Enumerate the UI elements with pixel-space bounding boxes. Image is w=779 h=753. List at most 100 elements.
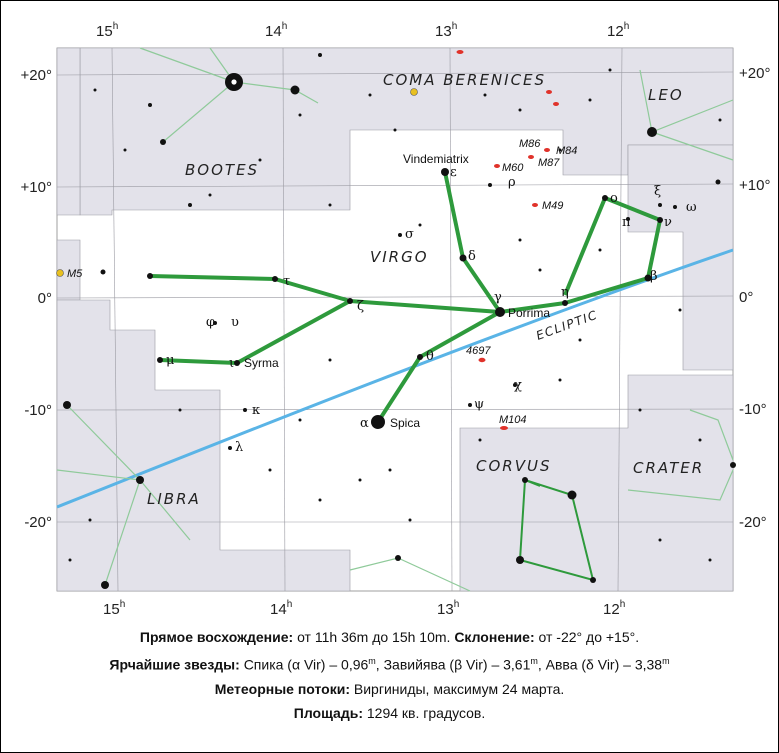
greek-upsilon: υ: [231, 315, 239, 330]
greek-letter-labels: ε δ γ ζ τ μ ι θ η β ν π ο ξ ω σ ρ φ υ κ …: [166, 165, 697, 455]
greek-psi: ψ: [474, 397, 484, 412]
info-panel: Прямое восхождение: от 11h 36m до 15h 10…: [0, 625, 779, 725]
greek-phi: φ: [206, 315, 215, 330]
greek-omicron: ο: [610, 191, 618, 206]
star-porrima: Porrima: [508, 306, 550, 320]
ra-label: 12h: [603, 599, 625, 618]
star-syrma: Syrma: [244, 356, 279, 370]
greek-iota: ι: [229, 356, 234, 371]
ra-label: 13h: [435, 21, 457, 40]
galaxy-marker: [553, 102, 559, 106]
constellation-virgo: VIRGO: [370, 248, 429, 266]
dso-m84: M84: [556, 145, 577, 157]
greek-mu: μ: [166, 353, 174, 368]
greek-zeta: ζ: [357, 299, 364, 314]
neighbor-regions: [56, 47, 734, 592]
neighbor-constellation-lines: [56, 47, 734, 592]
info-line-area: Площадь: 1294 кв. градусов.: [0, 701, 779, 725]
mag-unit: m: [662, 656, 670, 666]
ra-label: 13h: [437, 599, 459, 618]
greek-nu: ν: [664, 215, 672, 230]
m104-marker: [500, 426, 508, 430]
greek-delta: δ: [468, 249, 476, 264]
coma-cluster-marker: [410, 88, 418, 96]
m49-marker: [532, 203, 538, 207]
dec-label: -20°: [24, 514, 52, 531]
constellation-libra: LIBRA: [147, 490, 201, 508]
star-spica: Spica: [390, 416, 420, 430]
constellation-leo: LEO: [648, 86, 684, 104]
greek-eta: η: [561, 285, 569, 300]
dec-value: от -22° до +15°.: [538, 629, 640, 645]
greek-rho: ρ: [508, 175, 516, 190]
greek-xi: ξ: [654, 184, 661, 199]
greek-kappa: κ: [252, 403, 260, 418]
constellation-crater: CRATER: [633, 459, 704, 477]
ra-label: 12h: [607, 21, 629, 40]
dso-m5: M5: [67, 268, 83, 280]
ra-label: Прямое восхождение:: [139, 629, 294, 645]
info-line-meteors: Метеорные потоки: Виргиниды, максимум 24…: [0, 677, 779, 701]
coordinate-grid: [56, 47, 734, 592]
constellation-coma-berenices: COMA BERENICES: [383, 71, 546, 89]
greek-tau: τ: [283, 274, 290, 289]
star-vindemiatrix: Vindemiatrix: [403, 152, 469, 166]
star-rings: [230, 78, 238, 86]
ra-label: 15h: [96, 21, 118, 40]
greek-sigma: σ: [405, 227, 414, 242]
dec-label: -10°: [24, 402, 52, 419]
brightest-value-2: , Завийява (β Vir) – 3,61: [375, 656, 531, 673]
deep-sky-labels: M5 M86 M84 M87 M60 M49 4697 M104: [67, 138, 577, 426]
greek-epsilon: ε: [450, 165, 457, 180]
meteor-value: Виргиниды, максимум 24 марта.: [353, 680, 565, 697]
ra-top-labels: 15h 14h 13h 12h: [96, 21, 629, 40]
dec-label: +20°: [21, 67, 52, 84]
m84-marker: [544, 148, 550, 152]
ecliptic-line: [56, 248, 734, 509]
ra-bottom-labels: 15h 14h 13h 12h: [103, 599, 625, 618]
constellation-names: COMA BERENICES LEO BOOTES VIRGO LIBRA CO…: [147, 71, 704, 508]
brightest-value-3: , Авва (δ Vir) – 3,38: [537, 656, 663, 673]
m60-marker: [494, 164, 500, 168]
constellation-corvus: CORVUS: [476, 457, 551, 475]
greek-lambda: λ: [235, 440, 243, 455]
greek-pi: π: [622, 215, 631, 230]
dso-m104: M104: [499, 414, 527, 426]
dec-label: 0°: [739, 289, 753, 306]
stars: [63, 53, 736, 589]
greek-gamma: γ: [494, 290, 502, 305]
area-value: 1294 кв. градусов.: [366, 704, 486, 721]
mag-unit: m: [368, 656, 376, 666]
dec-label: +10°: [21, 179, 52, 196]
ra-label: 15h: [103, 599, 125, 618]
ra-label: 14h: [265, 21, 287, 40]
dec-label: +20°: [739, 65, 770, 82]
dec-label: -20°: [739, 514, 767, 531]
dso-m60: M60: [502, 162, 524, 174]
greek-chi: χ: [514, 378, 522, 393]
ngc4697-marker: [478, 357, 486, 363]
brightest-value: Спика (α Vir) – 0,96: [243, 656, 369, 673]
star-map: 15h 14h 13h 12h 15h 14h 13h 12h +20° +10…: [21, 21, 771, 618]
greek-beta: β: [650, 269, 658, 284]
info-line-brightest: Ярчайшие звезды: Спика (α Vir) – 0,96m, …: [0, 649, 779, 677]
galaxy-marker: [456, 50, 464, 54]
m5-marker: [56, 269, 64, 277]
greek-alpha: α: [360, 416, 369, 431]
dec-label: Склонение:: [454, 629, 535, 645]
deep-sky-objects: [56, 50, 559, 430]
area-label: Площадь:: [293, 704, 363, 721]
info-line-coordinates: Прямое восхождение: от 11h 36m до 15h 10…: [0, 625, 779, 649]
dso-ngc4697: 4697: [466, 345, 491, 357]
mag-unit: m: [530, 656, 538, 666]
brightest-label: Ярчайшие звезды:: [109, 656, 240, 673]
dso-m49: M49: [542, 200, 563, 212]
meteor-label: Метеорные потоки:: [214, 680, 350, 697]
dso-m86: M86: [519, 138, 541, 150]
named-star-labels: Vindemiatrix Porrima Spica Syrma: [244, 152, 550, 430]
dec-label: 0°: [38, 290, 52, 307]
dec-right-labels: +20° +10° 0° -10° -20°: [739, 65, 770, 531]
ra-value: от 11h 36m до 15h 10m.: [297, 629, 451, 645]
dso-m87: M87: [538, 157, 560, 169]
ra-label: 14h: [270, 599, 292, 618]
